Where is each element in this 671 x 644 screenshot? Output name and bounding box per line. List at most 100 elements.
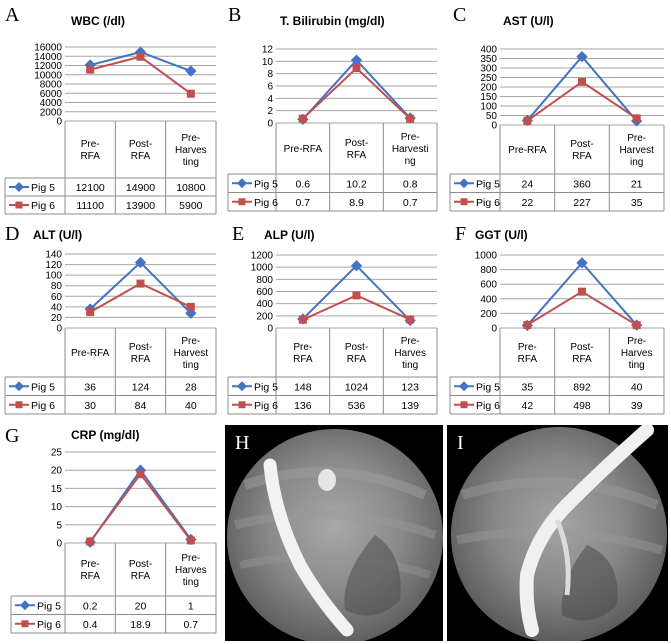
data-point: [576, 50, 588, 63]
table-value: 39: [631, 400, 643, 412]
panel-e-alp-chart: E ALP (U/l) 0 200 400 600 800 1000 1200 Pre-RFA…: [226, 222, 442, 418]
category-label-line: Post-: [129, 342, 152, 353]
category-label-line: Post-: [129, 559, 152, 570]
data-point: [136, 52, 145, 61]
category-label-line: Harves: [621, 348, 653, 359]
table-value: 139: [401, 400, 419, 412]
y-tick-label: 14000: [34, 52, 62, 63]
y-tick-label: 100: [45, 271, 62, 282]
table-value: 35: [631, 197, 643, 209]
y-tick-label: 400: [480, 45, 497, 56]
y-tick-label: 10: [262, 57, 274, 68]
legend-key-marker: [237, 178, 247, 189]
legend-label: Pig 5: [476, 178, 500, 190]
table-value: 0.8: [403, 178, 418, 190]
y-tick-label: 12000: [34, 61, 62, 72]
data-point: [350, 54, 363, 66]
panel-letter: D: [5, 223, 20, 245]
y-tick-label: 600: [256, 287, 273, 298]
table-value: 21: [631, 178, 643, 190]
category-label-line: RFA: [131, 571, 151, 582]
category-label-line: ting: [402, 360, 418, 371]
series-pig-6: Pig 6 0.4 18.9 0.7: [15, 470, 198, 631]
panel-g-crp-chart: G CRP (mg/dl) 0 5 10 15 20 25 Pre-RFA Post-RFA P…: [3, 424, 221, 641]
legend-label: Pig 6: [31, 400, 55, 412]
y-tick-label: 20: [51, 313, 63, 324]
table-value: 0.6: [296, 178, 311, 190]
category-label-line: RFA: [80, 571, 100, 582]
category-label-line: ting: [183, 577, 199, 588]
panel-b-bilirubin-chart: B T. Bilirubin (mg/dl) 0 2 4 6 8 10 12 Pre-RFA P…: [226, 3, 442, 215]
y-tick-label: 300: [480, 64, 497, 75]
category-label-line: Pre-: [181, 133, 200, 144]
y-tick-label: 10000: [34, 70, 62, 81]
data-point: [406, 114, 415, 123]
category-label-line: Harvest: [619, 145, 654, 156]
category-label: Post-RFA: [345, 138, 368, 161]
legend-label: Pig 5: [31, 182, 55, 194]
y-tick-label: 800: [256, 275, 273, 286]
y-tick-label: 6000: [40, 89, 63, 100]
table-value: 18.9: [130, 619, 151, 631]
legend-key-marker: [15, 201, 23, 209]
legend-key-marker: [459, 178, 469, 189]
y-tick-label: 140: [45, 250, 62, 261]
data-point: [298, 114, 307, 123]
chart-title: CRP (mg/dl): [71, 428, 140, 442]
category-label-line: Pre-: [518, 342, 537, 353]
panel-letter: I: [457, 432, 464, 454]
table-value: 30: [84, 400, 96, 412]
category-label-line: Post-: [129, 139, 152, 150]
category-label-line: RFA: [347, 150, 367, 161]
y-tick-label: 20: [51, 466, 63, 477]
category-label-line: ting: [183, 360, 199, 371]
category-label-line: ing: [630, 157, 643, 168]
series-pig-5: Pig 5 12100 14900 10800: [9, 46, 206, 194]
panel-letter: E: [232, 223, 245, 245]
table-value: 8.9: [349, 197, 364, 209]
data-point: [578, 287, 586, 296]
y-tick-label: 4000: [40, 98, 63, 109]
data-point: [632, 321, 641, 330]
y-tick-label: 0: [56, 539, 62, 550]
category-label: Pre-Harvest ting: [174, 336, 209, 371]
y-tick-label: 6: [267, 82, 273, 93]
category-label-line: Harves: [175, 145, 207, 156]
table-value: 148: [294, 381, 312, 393]
legend-label: Pig 5: [254, 381, 278, 393]
chart-title: ALP (U/l): [264, 228, 315, 242]
y-tick-label: 400: [480, 294, 497, 305]
category-label: Post-RFA: [129, 559, 152, 582]
chart-svg: 02004006008001000Pre-RFAPost-RFAPre-Harv…: [449, 251, 665, 415]
table-value: 0.7: [184, 619, 199, 631]
y-tick-label: 600: [480, 280, 497, 291]
legend-label: Pig 5: [31, 381, 55, 393]
table-value: 42: [521, 400, 533, 412]
y-tick-label: 200: [480, 309, 497, 320]
y-tick-label: 1000: [475, 251, 498, 262]
y-tick-label: 5: [56, 520, 62, 531]
series-line: [89, 472, 192, 543]
data-point: [186, 89, 195, 98]
legend-key-marker: [460, 401, 468, 409]
category-label-line: Post-: [345, 342, 368, 353]
table-value: 136: [294, 400, 312, 412]
category-label: Post-RFA: [570, 342, 593, 365]
category-label-line: ting: [629, 360, 645, 371]
table-value: 24: [521, 178, 533, 190]
category-label-line: Harvest: [174, 348, 209, 359]
y-tick-label: 150: [480, 92, 497, 103]
chart-title: ALT (U/l): [33, 228, 83, 242]
legend-key-marker: [21, 620, 29, 628]
legend-label: Pig 6: [37, 619, 61, 631]
legend-label: Pig 6: [31, 200, 55, 212]
y-tick-label: 8: [267, 69, 273, 80]
category-label-line: Harves: [394, 348, 426, 359]
category-label-line: Pre-: [181, 336, 200, 347]
legend-key-marker: [459, 381, 469, 392]
